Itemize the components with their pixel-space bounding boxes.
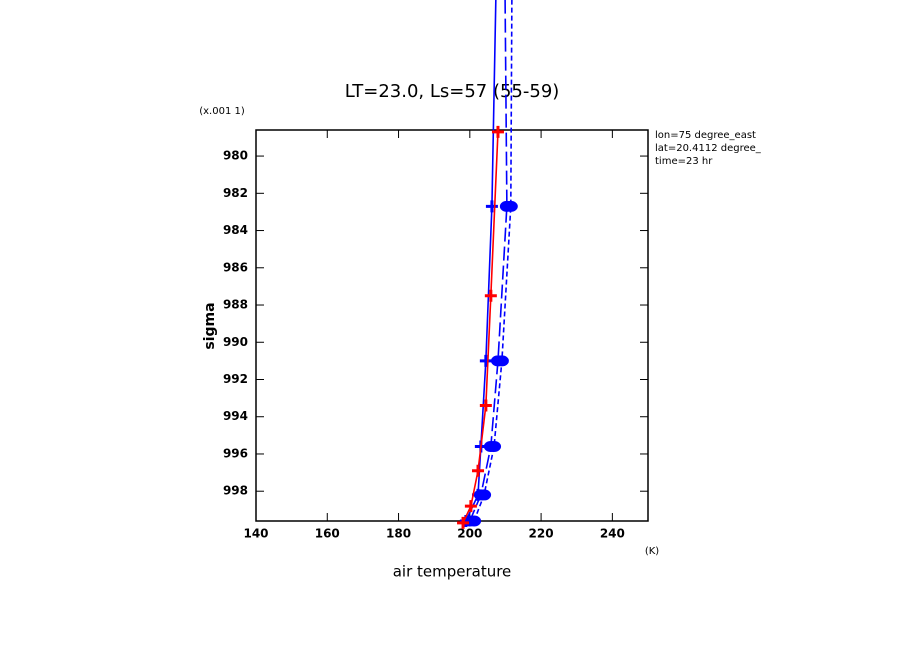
marker bbox=[472, 464, 485, 477]
y-tick-label: 992 bbox=[223, 372, 248, 386]
y-tick-label: 988 bbox=[223, 298, 248, 312]
marker bbox=[503, 200, 518, 212]
marker bbox=[487, 441, 502, 453]
profile-line bbox=[465, 0, 497, 522]
x-tick-label: 220 bbox=[529, 527, 554, 541]
y-tick-label: 990 bbox=[223, 335, 248, 349]
plot-frame bbox=[255, 129, 649, 522]
x-tick-label: 140 bbox=[243, 527, 268, 541]
chart-title: LT=23.0, Ls=57 (55-59) bbox=[345, 81, 560, 102]
marker bbox=[479, 354, 492, 367]
annotation: time=23 hr bbox=[655, 156, 713, 167]
y-axis-label: sigma bbox=[202, 302, 218, 349]
y-tick-label: 998 bbox=[223, 484, 248, 498]
y-tick-label: 994 bbox=[223, 409, 248, 423]
marker bbox=[467, 515, 482, 527]
profile-line bbox=[473, 0, 513, 522]
x-tick-label: 200 bbox=[457, 527, 482, 541]
y-tick-label: 984 bbox=[223, 223, 248, 237]
marker bbox=[477, 489, 492, 501]
annotation: lat=20.4112 degree_ bbox=[655, 143, 762, 154]
y-unit: (x.001 1) bbox=[199, 106, 245, 117]
y-tick-label: 996 bbox=[223, 446, 248, 460]
x-axis-label: air temperature bbox=[393, 563, 512, 581]
x-tick-label: 240 bbox=[600, 527, 625, 541]
marker bbox=[485, 200, 498, 213]
marker bbox=[457, 516, 470, 529]
marker bbox=[464, 500, 477, 513]
marker bbox=[494, 355, 509, 367]
marker bbox=[484, 289, 497, 302]
marker bbox=[491, 125, 504, 138]
y-tick-label: 982 bbox=[223, 186, 248, 200]
x-tick-label: 160 bbox=[315, 527, 340, 541]
y-tick-label: 986 bbox=[223, 260, 248, 274]
marker bbox=[479, 399, 492, 412]
x-tick-label: 180 bbox=[386, 527, 411, 541]
y-tick-label: 980 bbox=[223, 149, 248, 163]
x-unit: (K) bbox=[645, 546, 659, 557]
annotation: lon=75 degree_east bbox=[655, 130, 756, 141]
